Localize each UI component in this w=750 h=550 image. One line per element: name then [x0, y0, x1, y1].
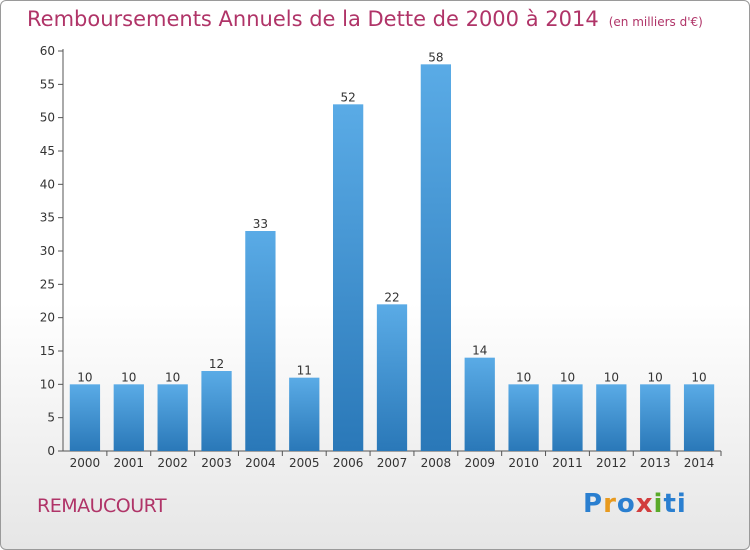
bar-value-label: 22 [384, 290, 399, 304]
bar [552, 384, 583, 451]
x-tick-label: 2001 [114, 456, 145, 470]
y-tick-label: 0 [47, 444, 55, 458]
y-tick-label: 45 [40, 144, 55, 158]
commune-name: REMAUCOURT [37, 495, 167, 517]
x-tick-label: 2002 [157, 456, 188, 470]
x-tick-label: 2006 [333, 456, 364, 470]
x-tick-label: 2000 [70, 456, 101, 470]
x-tick-label: 2009 [464, 456, 495, 470]
x-tick-label: 2004 [245, 456, 276, 470]
bar-value-label: 10 [516, 370, 531, 384]
logo-letter: ti [663, 489, 687, 519]
y-tick-label: 30 [40, 244, 55, 258]
logo-letter: x [635, 489, 654, 519]
chart-subtitle: (en milliers d'€) [608, 15, 703, 29]
x-tick-label: 2005 [289, 456, 320, 470]
bar-value-label: 10 [77, 370, 92, 384]
y-tick-label: 15 [40, 344, 55, 358]
bars-group: 10 10 10 12 33 11 52 22 58 14 10 10 10 10 10 [69, 50, 715, 452]
y-tick-label: 35 [40, 211, 55, 225]
y-tick-label: 5 [47, 411, 55, 425]
bar-value-label: 10 [691, 370, 706, 384]
x-tick-label: 2012 [596, 456, 627, 470]
x-tick-label: 2014 [684, 456, 715, 470]
logo-letter: o [616, 489, 636, 519]
bar [376, 304, 408, 451]
bar [508, 384, 539, 451]
y-tick-label: 50 [40, 111, 55, 125]
bar-value-label: 33 [253, 217, 268, 231]
y-tick-label: 10 [40, 377, 55, 391]
chart-title: Remboursements Annuels de la Dette de 20… [27, 7, 703, 31]
bar-value-label: 11 [297, 364, 312, 378]
chart-title-text: Remboursements Annuels de la Dette de 20… [27, 7, 599, 31]
logo-letter: P [583, 489, 604, 519]
bar [332, 104, 364, 451]
bar [289, 377, 320, 451]
bar-value-label: 10 [648, 370, 663, 384]
bar [113, 384, 144, 451]
bar [464, 357, 495, 451]
bar-value-label: 10 [604, 370, 619, 384]
logo-letter: r [603, 489, 617, 519]
x-tick-label: 2008 [421, 456, 452, 470]
bar-value-label: 12 [209, 357, 224, 371]
bar [420, 64, 452, 452]
x-tick-label: 2003 [201, 456, 232, 470]
y-tick-label: 25 [40, 277, 55, 291]
y-tick-label: 40 [40, 177, 55, 191]
bar [201, 371, 232, 451]
y-tick-label: 55 [40, 77, 55, 91]
bar-value-label: 14 [472, 344, 487, 358]
bar-value-label: 10 [121, 370, 136, 384]
x-tick-label: 2011 [552, 456, 583, 470]
bar-value-label: 58 [428, 50, 443, 64]
x-tick-label: 2013 [640, 456, 671, 470]
bar [69, 384, 101, 451]
bar-value-label: 10 [165, 370, 180, 384]
bar [640, 384, 671, 451]
x-axis: 2000 2001 2002 2003 2004 2005 2006 2007 2008 2009… [63, 450, 722, 470]
bar [683, 384, 715, 451]
x-tick-label: 2007 [377, 456, 408, 470]
bar [157, 384, 188, 451]
bar [245, 231, 276, 451]
y-axis: 0 5 10 15 20 25 30 35 40 45 50 55 60 [40, 44, 64, 458]
y-tick-label: 20 [40, 311, 55, 325]
proxiti-logo: Proxiti [583, 489, 687, 519]
bar-value-label: 10 [560, 370, 575, 384]
y-tick-label: 60 [40, 44, 55, 58]
x-tick-label: 2010 [508, 456, 539, 470]
bar [596, 384, 627, 451]
bar-value-label: 52 [340, 90, 355, 104]
logo-letter: i [653, 489, 664, 519]
